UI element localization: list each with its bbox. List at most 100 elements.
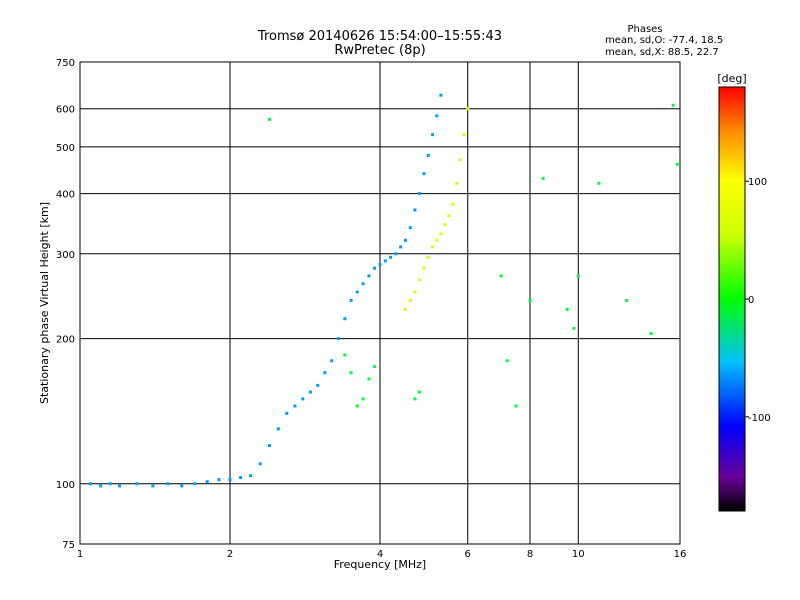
- data-point: [323, 371, 327, 375]
- data-point: [447, 214, 451, 218]
- data-point: [499, 274, 503, 278]
- data-point: [413, 290, 417, 294]
- x-tick-label: 6: [465, 549, 471, 560]
- data-point: [671, 103, 675, 107]
- data-point: [355, 404, 359, 408]
- data-point: [413, 208, 417, 212]
- y-tick-label: 750: [56, 58, 75, 69]
- data-point: [422, 172, 426, 176]
- y-tick-label: 200: [56, 335, 75, 346]
- data-point: [117, 484, 121, 488]
- data-point: [649, 332, 653, 336]
- data-point: [394, 252, 398, 256]
- data-point: [343, 317, 347, 321]
- data-point: [301, 397, 305, 401]
- data-point: [355, 290, 359, 294]
- x-axis-ticks: 1 2 4 6 8 10 16: [77, 549, 687, 560]
- data-point: [451, 202, 455, 206]
- data-point: [389, 255, 393, 259]
- data-point: [108, 482, 112, 486]
- x-tick-label: 8: [527, 549, 533, 560]
- grid-lines: [80, 62, 680, 544]
- data-point: [361, 282, 365, 286]
- data-point: [565, 307, 569, 311]
- data-point: [431, 245, 435, 249]
- data-point: [193, 482, 197, 486]
- data-point: [205, 480, 209, 484]
- data-point: [408, 226, 412, 230]
- data-point: [383, 259, 387, 263]
- y-tick-label: 300: [56, 250, 75, 261]
- chart-title: Tromsø 20140626 15:54:00–15:55:43: [257, 29, 502, 44]
- data-point: [267, 444, 271, 448]
- x-tick-label: 16: [674, 549, 687, 560]
- data-points: [89, 93, 679, 488]
- data-point: [408, 299, 412, 303]
- chart-subtitle: RwPretec (8p): [334, 43, 425, 58]
- data-point: [373, 365, 377, 369]
- data-point: [349, 371, 353, 375]
- data-point: [455, 181, 459, 185]
- data-point: [343, 353, 347, 357]
- x-tick-label: 10: [572, 549, 585, 560]
- data-point: [422, 266, 426, 270]
- data-point: [435, 238, 439, 242]
- data-point: [135, 482, 139, 486]
- data-point: [285, 411, 289, 415]
- data-point: [514, 404, 518, 408]
- phase-stats-x: mean, sd,X: 88.5, 22.7: [605, 47, 719, 58]
- colorbar-tick-label: 0: [748, 295, 754, 306]
- x-tick-label: 2: [227, 549, 233, 560]
- data-point: [431, 133, 435, 137]
- data-point: [576, 274, 580, 278]
- plot-frame: [79, 61, 681, 545]
- data-point: [462, 133, 466, 137]
- colorbar-label: [deg]: [717, 72, 746, 85]
- y-axis-label: Stationary phase Virtual Height [km]: [38, 202, 51, 404]
- colorbar-tick-label: -100: [748, 413, 771, 424]
- data-point: [258, 462, 262, 466]
- data-point: [417, 192, 421, 196]
- data-point: [180, 484, 184, 488]
- data-point: [349, 299, 353, 303]
- data-point: [466, 107, 470, 111]
- data-point: [267, 117, 271, 121]
- data-point: [166, 482, 170, 486]
- data-point: [367, 377, 371, 381]
- data-point: [417, 390, 421, 394]
- data-point: [336, 337, 340, 341]
- data-point: [541, 176, 545, 180]
- data-point: [439, 93, 443, 97]
- colorbar: [718, 86, 746, 512]
- data-point: [293, 404, 297, 408]
- data-point: [361, 397, 365, 401]
- data-point: [367, 274, 371, 278]
- data-point: [249, 474, 253, 478]
- data-point: [217, 478, 221, 482]
- y-tick-label: 100: [56, 480, 75, 491]
- data-point: [399, 245, 403, 249]
- data-point: [439, 232, 443, 236]
- colorbar-tick-label: 100: [748, 177, 767, 188]
- data-point: [426, 255, 430, 259]
- data-point: [89, 482, 93, 486]
- data-point: [99, 484, 103, 488]
- x-tick-label: 4: [377, 549, 383, 560]
- data-point: [308, 390, 312, 394]
- data-point: [413, 397, 417, 401]
- data-point: [228, 478, 232, 482]
- data-point: [378, 263, 382, 267]
- data-point: [528, 299, 532, 303]
- data-point: [403, 307, 407, 311]
- x-axis-label: Frequency [MHz]: [334, 558, 426, 571]
- data-point: [435, 114, 439, 118]
- data-point: [625, 299, 629, 303]
- y-tick-label: 600: [56, 105, 75, 116]
- data-point: [675, 162, 679, 166]
- data-point: [505, 359, 509, 363]
- y-axis-ticks: 75 100 200 300 400 500 600 750: [56, 58, 75, 551]
- data-point: [373, 266, 377, 270]
- data-point: [403, 238, 407, 242]
- data-point: [443, 223, 447, 227]
